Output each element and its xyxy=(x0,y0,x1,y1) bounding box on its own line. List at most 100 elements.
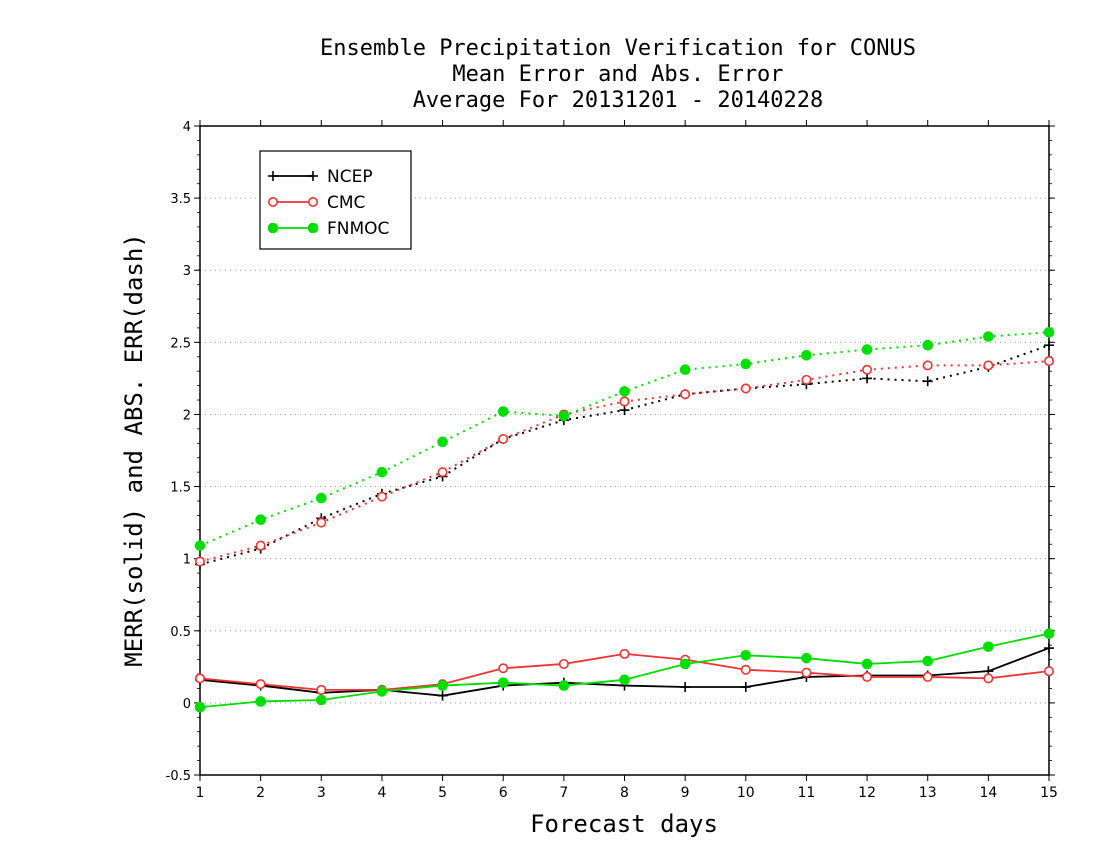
legend-label-fnmoc: FNMOC xyxy=(327,219,389,239)
cmc-abs-err-point xyxy=(1044,356,1055,367)
x-tick-label-4: 5 xyxy=(438,785,447,801)
cmc-abs-err-point xyxy=(740,383,751,394)
cmc-abs-err-point xyxy=(376,491,387,502)
cmc-abs-err-point xyxy=(437,467,448,478)
fnmoc-abs-err-point xyxy=(255,514,266,526)
x-tick-label-3: 4 xyxy=(377,785,386,801)
cmc-abs-err-point xyxy=(862,364,873,375)
cmc-merr-point xyxy=(740,664,751,675)
cmc-merr-point xyxy=(862,671,873,682)
fnmoc-abs-err-point xyxy=(983,331,994,342)
x-tick-label-11: 12 xyxy=(858,785,876,801)
y-tick-label-4: 1.5 xyxy=(170,481,191,496)
cmc-merr-point xyxy=(498,663,509,674)
fnmoc-merr-point xyxy=(558,680,570,691)
chart-title-line-1: Ensemble Precipitation Verification for … xyxy=(319,36,917,61)
ncep-merr-point xyxy=(437,690,448,701)
legend-marker-cmc xyxy=(267,197,278,208)
y-tick-label-0: -0.5 xyxy=(166,769,191,784)
fnmoc-abs-err-point xyxy=(1043,326,1055,338)
ncep-abs-err-point xyxy=(922,376,933,387)
x-tick-label-1: 2 xyxy=(256,785,265,801)
cmc-abs-err-point xyxy=(801,374,812,385)
y-tick-label-7: 3 xyxy=(183,264,191,279)
cmc-merr-point xyxy=(195,673,206,684)
y-tick-label-8: 3.5 xyxy=(170,192,191,207)
fnmoc-abs-err-point xyxy=(376,466,388,478)
cmc-merr-point xyxy=(255,679,266,690)
x-tick-label-0: 1 xyxy=(196,785,205,801)
y-tick-label-1: 0 xyxy=(183,697,191,712)
legend-marker-ncep xyxy=(308,171,318,181)
legend: NCEP CMC FNMOC xyxy=(259,150,412,250)
fnmoc-abs-err-point xyxy=(679,364,691,376)
x-axis-label: Forecast days xyxy=(530,810,718,838)
fnmoc-merr-point xyxy=(315,694,327,706)
y-axis-label: MERR(solid) and ABS. ERR(dash) xyxy=(120,233,148,666)
cmc-merr-point xyxy=(983,673,994,684)
axis-ticks: -0.500.511.522.533.541 2 3 4 5 6 7 8 9 10 11 12 13 14… xyxy=(166,120,1058,801)
fnmoc-merr-line xyxy=(199,632,1050,709)
x-tick-label-14: 15 xyxy=(1040,785,1058,801)
cmc-abs-err-point xyxy=(619,396,630,407)
x-tick-label-5: 6 xyxy=(499,785,508,801)
legend-marker-fnmoc xyxy=(267,222,279,234)
fnmoc-abs-err-point xyxy=(619,386,630,397)
ncep-merr-point xyxy=(680,682,691,693)
legend-label-cmc: CMC xyxy=(327,193,365,213)
cmc-merr-point xyxy=(801,667,812,678)
fnmoc-abs-err-point xyxy=(315,492,327,504)
chart-title-line-2: Mean Error and Abs. Error xyxy=(452,62,784,87)
fnmoc-abs-err-point xyxy=(194,540,206,551)
fnmoc-abs-err-point xyxy=(497,406,509,417)
fnmoc-merr-point xyxy=(983,641,994,652)
fnmoc-abs-err-point xyxy=(922,339,934,351)
fnmoc-abs-err-line xyxy=(199,331,1050,547)
fnmoc-merr-point xyxy=(740,649,752,661)
x-tick-label-13: 14 xyxy=(979,785,997,801)
fnmoc-merr-point xyxy=(437,680,448,691)
y-tick-label-9: 4 xyxy=(183,120,191,135)
fnmoc-merr-point xyxy=(194,701,206,713)
fnmoc-abs-err-point xyxy=(437,436,448,448)
legend-label-ncep: NCEP xyxy=(327,167,373,187)
x-tick-label-6: 7 xyxy=(559,785,568,801)
cmc-abs-err-point xyxy=(195,556,206,567)
x-tick-label-10: 11 xyxy=(798,785,816,801)
cmc-abs-err-point xyxy=(316,517,327,528)
cmc-merr-point xyxy=(922,671,933,682)
ncep-abs-err-point xyxy=(1044,340,1054,351)
cmc-merr-point xyxy=(558,658,569,669)
fnmoc-merr-point xyxy=(1043,628,1055,639)
fnmoc-merr-point xyxy=(255,696,266,707)
fnmoc-merr-point xyxy=(619,674,630,686)
ncep-abs-err-point xyxy=(619,405,630,416)
x-tick-label-7: 8 xyxy=(620,785,629,801)
legend-marker-cmc xyxy=(307,197,318,208)
chart-title-line-3: Average For 20131201 - 20140228 xyxy=(412,88,824,113)
fnmoc-merr-point xyxy=(679,658,691,670)
fnmoc-merr-point xyxy=(801,652,812,664)
x-tick-label-2: 3 xyxy=(317,785,326,801)
cmc-abs-err-point xyxy=(983,360,994,371)
cmc-merr-point xyxy=(316,684,327,695)
cmc-abs-err-point xyxy=(255,540,266,551)
series-layer xyxy=(194,326,1055,713)
ncep-abs-err-point xyxy=(862,373,873,384)
fnmoc-merr-point xyxy=(922,655,934,667)
cmc-abs-err-point xyxy=(498,433,509,444)
legend-marker-ncep xyxy=(268,171,278,181)
fnmoc-merr-point xyxy=(376,686,388,697)
y-tick-label-6: 2.5 xyxy=(170,336,191,351)
cmc-merr-point xyxy=(1044,666,1055,677)
x-tick-label-8: 9 xyxy=(681,785,690,801)
fnmoc-abs-err-point xyxy=(740,358,752,370)
fnmoc-abs-err-point xyxy=(801,350,812,361)
ncep-merr-point xyxy=(740,682,751,693)
fnmoc-abs-err-point xyxy=(558,410,570,422)
fnmoc-merr-point xyxy=(497,677,509,688)
fnmoc-abs-err-point xyxy=(861,344,873,355)
fnmoc-merr-point xyxy=(861,658,873,670)
